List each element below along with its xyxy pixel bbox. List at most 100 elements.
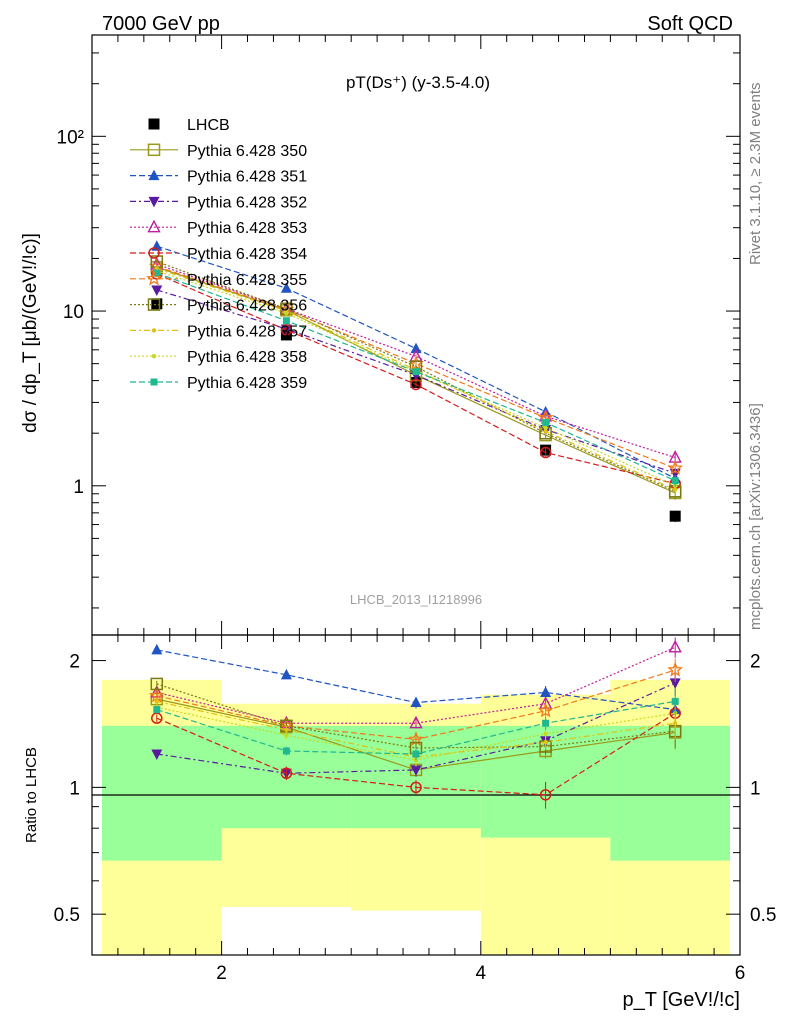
legend-label: Pythia 6.428 354 <box>187 246 307 263</box>
y-axis-label: dσ / dp_T [μb/(GeV!/!c)] <box>20 233 41 433</box>
data-point <box>543 425 548 430</box>
ratio-panel: 0.5 0.5 1 1 2 2 2 4 6 Ratio to LHCB p_T [GeV!/!c… <box>23 634 776 1011</box>
ratio-y-tick-label-right: 0.5 <box>750 905 776 926</box>
main-panel: pT(Ds⁺) (y-3.5-4.0) LHCB_2013_I1218996 d… <box>20 34 741 636</box>
y-tick-label: 1 <box>73 477 84 498</box>
legend-label: Pythia 6.428 359 <box>187 375 307 392</box>
ratio-point <box>543 731 548 737</box>
ratio-point <box>282 747 290 755</box>
y-tick-label: 10 <box>63 302 84 323</box>
rivet-version-label: Rivet 3.1.10, ≥ 2.3M events <box>747 83 764 266</box>
legend-item: Pythia 6.428 351 <box>130 169 307 186</box>
category-label: Soft QCD <box>647 13 733 35</box>
legend-label: Pythia 6.428 353 <box>187 220 307 237</box>
ratio-point <box>284 733 289 738</box>
ratio-y-tick-label-right: 1 <box>750 778 761 799</box>
legend-marker <box>148 169 160 181</box>
main-series-group <box>148 240 684 523</box>
x-tick-label: 2 <box>216 963 227 984</box>
ratio-series-4 <box>151 699 681 809</box>
legend-item: LHCB <box>148 117 230 134</box>
legend: LHCB Pythia 6.428 350 Pythia 6.428 351 Pyth… <box>130 117 307 392</box>
mcplots-label: mcplots.cern.ch [arXiv:1306.3436] <box>747 403 764 630</box>
legend-item: Pythia 6.428 352 <box>130 194 307 211</box>
legend-item: Pythia 6.428 356 <box>130 298 307 315</box>
ratio-axis-ticks: 0.5 0.5 1 1 2 2 2 4 6 <box>54 635 776 984</box>
legend-label: LHCB <box>187 117 230 134</box>
legend-item: Pythia 6.428 355 <box>130 270 307 289</box>
x-tick-label: 4 <box>476 963 487 984</box>
ratio-point <box>151 749 163 761</box>
ratio-point <box>412 750 420 758</box>
ratio-point <box>410 765 422 776</box>
ratio-y-axis-label: Ratio to LHCB <box>23 747 40 843</box>
ratio-point <box>669 678 681 689</box>
legend-label: Pythia 6.428 352 <box>187 194 307 211</box>
ratio-point <box>542 719 550 727</box>
ratio-y-tick-label-right: 2 <box>750 652 761 673</box>
legend-label: Pythia 6.428 350 <box>187 143 307 160</box>
legend-marker <box>151 328 157 333</box>
series-10 <box>153 269 679 487</box>
legend-label: Pythia 6.428 351 <box>187 169 307 186</box>
ratio-point <box>150 677 164 691</box>
series-line <box>156 260 676 492</box>
ratio-point <box>153 706 161 714</box>
ratio-y-tick-label: 1 <box>69 778 80 799</box>
legend-label: Pythia 6.428 355 <box>187 272 307 289</box>
data-point <box>667 459 684 475</box>
energy-label: 7000 GeV pp <box>102 13 220 35</box>
legend-label: Pythia 6.428 356 <box>187 298 307 315</box>
data-point <box>410 342 422 354</box>
legend-marker <box>147 143 161 157</box>
ratio-frame <box>91 634 741 956</box>
ratio-point <box>280 668 292 680</box>
ratio-point <box>410 781 422 794</box>
ratio-point <box>668 639 682 653</box>
data-point <box>671 477 679 485</box>
data-point <box>539 446 552 459</box>
ratio-point <box>280 767 293 780</box>
ratio-point <box>671 697 679 705</box>
legend-label: Pythia 6.428 358 <box>187 349 307 366</box>
data-point <box>669 510 681 522</box>
ratio-point <box>543 740 548 745</box>
data-point <box>282 317 290 325</box>
legend-marker <box>150 378 158 386</box>
data-point <box>412 368 420 376</box>
ratio-point <box>540 686 552 697</box>
legend-item: Pythia 6.428 359 <box>130 375 307 392</box>
y-tick-label: 10² <box>57 127 84 148</box>
data-point <box>280 282 292 293</box>
data-point <box>410 378 422 391</box>
ratio-point <box>151 643 163 655</box>
x-tick-label: 6 <box>735 963 746 984</box>
ratio-point <box>667 661 684 677</box>
data-point <box>151 285 163 296</box>
data-point <box>542 419 550 427</box>
ratio-point <box>154 699 159 704</box>
ratio-line <box>156 683 676 749</box>
ratio-point <box>410 696 422 708</box>
data-point <box>280 324 293 336</box>
legend-item: Pythia 6.428 357 <box>130 323 307 340</box>
ratio-point <box>409 715 423 729</box>
legend-item: Pythia 6.428 354 <box>130 246 307 263</box>
plot-title: pT(Ds⁺) (y-3.5-4.0) <box>346 73 490 92</box>
band-inner <box>610 725 730 861</box>
ratio-y-tick-label: 0.5 <box>54 905 80 926</box>
ratio-line <box>156 682 676 774</box>
ratio-series-9 <box>153 688 679 761</box>
legend-marker <box>146 270 162 286</box>
legend-item: Pythia 6.428 353 <box>130 219 307 237</box>
ratio-line <box>156 700 676 758</box>
ratio-series-group <box>148 637 684 809</box>
ratio-line <box>156 646 676 724</box>
main-axis-ticks: 1 10 10² <box>57 35 740 635</box>
data-point <box>153 269 161 277</box>
legend-item: Pythia 6.428 358 <box>130 349 307 366</box>
ratio-point <box>539 789 552 801</box>
legend-label: Pythia 6.428 357 <box>187 323 307 340</box>
ratio-point <box>284 727 289 732</box>
